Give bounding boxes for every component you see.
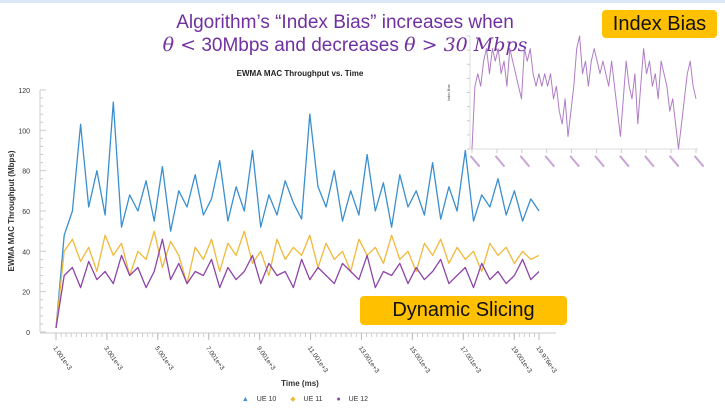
- throughput-chart: EWMA MAC Throughput vs. Time 0 20 40 60 80 100…: [7, 69, 558, 388]
- inset-x-tick-label-blur: [494, 155, 506, 168]
- diamond-marker-icon: ◆: [290, 396, 296, 403]
- dynamic-slicing-callout: Dynamic Slicing: [360, 296, 567, 325]
- inset-x-tick-label-blur: [519, 155, 531, 168]
- series-line-ue12: [55, 238, 540, 329]
- headline-theta-lt: θ <: [162, 34, 197, 56]
- inset-x-tick-label-blur: [569, 155, 580, 168]
- x-tick-label: 9.001e+3: [255, 345, 277, 372]
- x-tick-label: 1.001e+3: [51, 345, 73, 372]
- inset-x-tick-label-blur: [644, 155, 655, 168]
- y-tick-label: 120: [18, 88, 30, 95]
- chart-title: EWMA MAC Throughput vs. Time: [237, 69, 364, 78]
- y-tick-label: 80: [22, 169, 30, 176]
- x-tick-label: 11.001e+3: [306, 345, 329, 374]
- circle-marker-icon: ●: [336, 396, 341, 403]
- legend-item-ue11: ◆ UE 11: [287, 396, 325, 403]
- y-axis-label: EWMA MAC Throughput (Mbps): [7, 150, 16, 271]
- legend-item-ue10: ▲ UE 10: [239, 396, 279, 403]
- slide-header-band: [0, 0, 725, 3]
- inset-x-tick-label-blur: [544, 155, 556, 168]
- x-tick-label: 15.001e+3: [408, 345, 432, 375]
- legend-item-ue12: ● UE 12: [333, 396, 371, 403]
- headline-mid: 30Mbps and decreases: [196, 35, 405, 56]
- index-bias-callout: Index Bias: [602, 10, 717, 38]
- x-tick-label: 3.001e+3: [102, 345, 124, 372]
- x-tick-label: 19.001e+3: [510, 345, 534, 375]
- inset-x-tick-label-blur: [469, 155, 481, 168]
- inset-x-tick-label-blur: [594, 155, 605, 168]
- legend-label: UE 12: [348, 396, 369, 403]
- inset-series-line: [471, 35, 697, 150]
- inset-x-tick-label-blur: [619, 155, 630, 168]
- slide-headline: Algorithm’s “Index Bias” increases when …: [150, 12, 540, 57]
- triangle-marker-icon: ▲: [241, 396, 249, 403]
- x-tick-label: 7.001e+3: [204, 345, 226, 372]
- legend-label: UE 10: [256, 396, 277, 403]
- inset-x-tick-label-blur: [693, 155, 705, 168]
- inset-x-tick-label-blur: [668, 155, 680, 168]
- headline-theta-gt: θ > 30 Mbps: [404, 34, 528, 56]
- inset-y-axis-label: Index Bias: [447, 84, 451, 101]
- series-line-ue10: [55, 101, 540, 329]
- x-tick-label: 17.001e+3: [459, 345, 483, 375]
- x-tick-label: 13.001e+3: [357, 345, 381, 375]
- x-axis-label: Time (ms): [281, 379, 319, 388]
- headline-line-1: Algorithm’s “Index Bias” increases when: [176, 12, 514, 33]
- series-line-ue11: [55, 230, 540, 329]
- x-tick-label: 5.001e+3: [153, 345, 175, 372]
- y-tick-label: 20: [22, 290, 30, 297]
- chart-legend: ▲ UE 10 ◆ UE 11 ● UE 12: [0, 395, 610, 403]
- y-tick-label: 100: [18, 128, 30, 135]
- index-bias-inset-chart: Index Bias: [447, 35, 705, 168]
- y-tick-label: 40: [22, 249, 30, 256]
- headline-line-2: θ < 30Mbps and decreases θ > 30 Mbps: [150, 34, 540, 57]
- x-tick-label: 19.976e+3: [534, 345, 558, 375]
- legend-label: UE 11: [303, 396, 323, 403]
- y-tick-label: 60: [22, 209, 30, 216]
- y-tick-label: 0: [26, 330, 30, 337]
